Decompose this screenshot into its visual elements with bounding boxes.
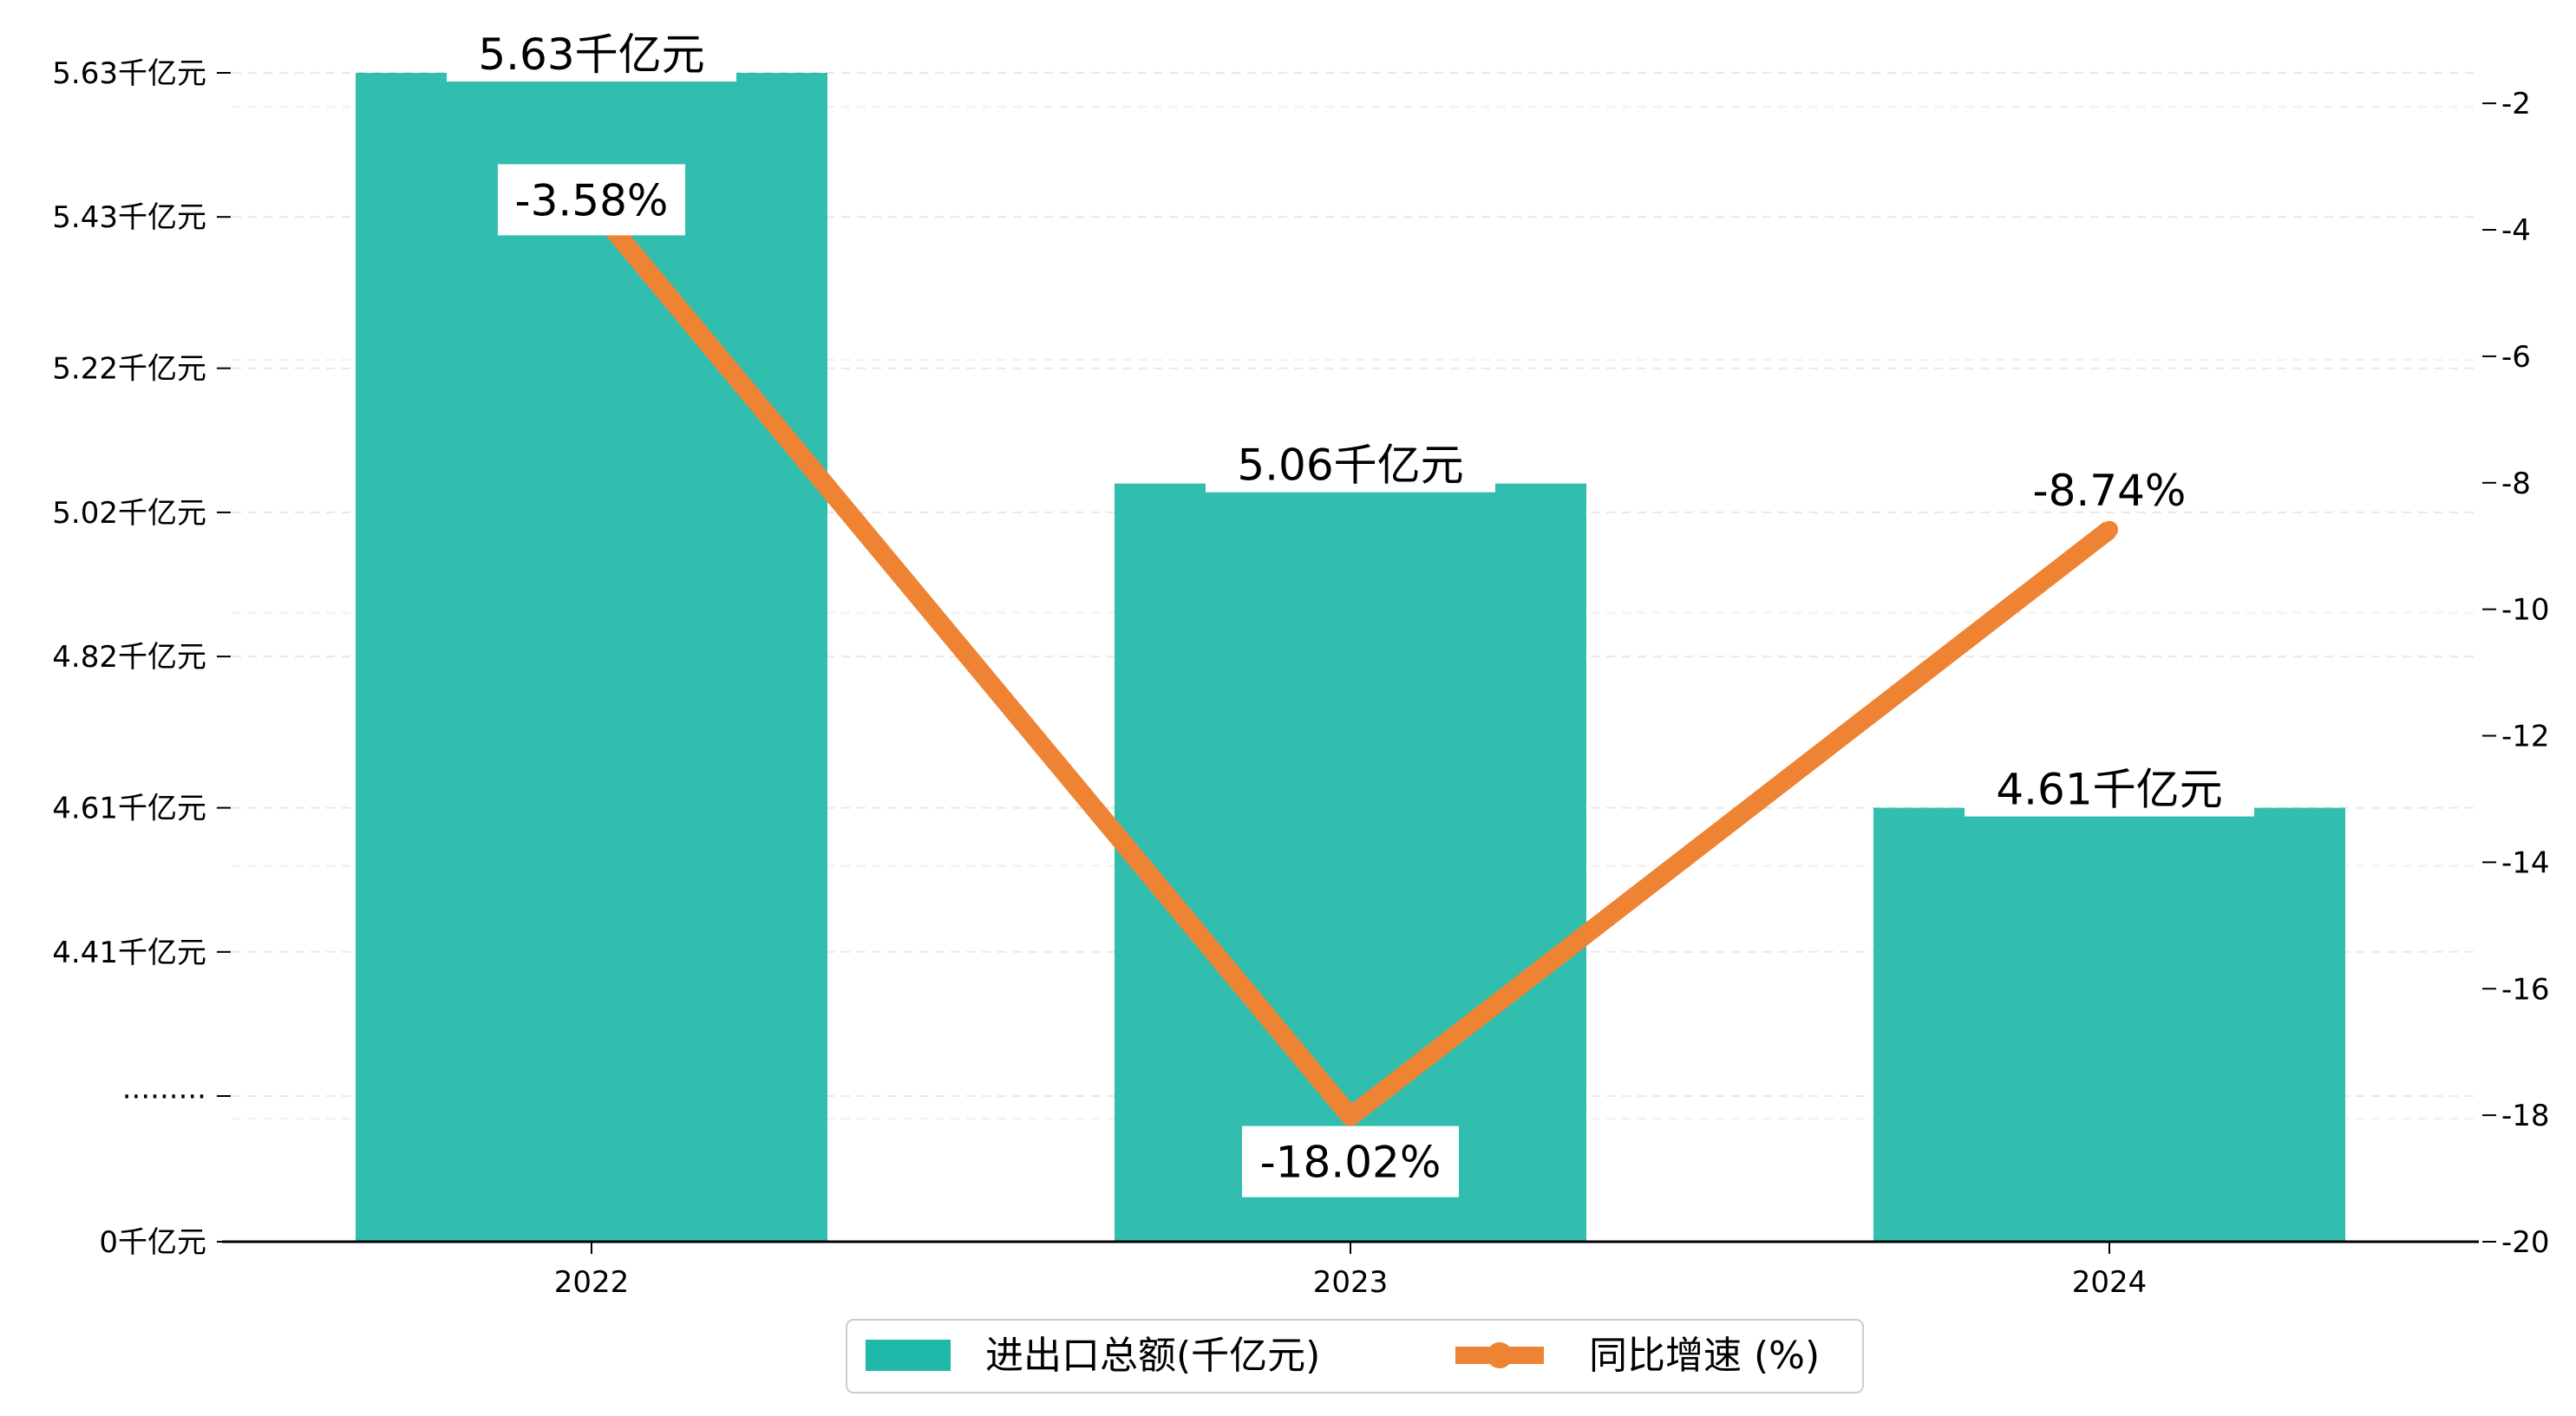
legend-line-label: 同比增速 (%) [1589, 1334, 1820, 1378]
pct-value-label: -18.02% [1260, 1138, 1442, 1188]
legend-line-marker [1487, 1342, 1513, 1368]
pct-label-box [498, 164, 685, 236]
bar-value-label: 5.06千亿元 [1237, 440, 1463, 491]
left-tick-label: 4.61千亿元 [52, 792, 206, 826]
axes: 0千亿元 ········· 4.41千亿元 4.61千亿元 4.82千亿元 5.02千亿… [52, 56, 2549, 1300]
right-tick-label: -20 [2501, 1225, 2550, 1260]
legend-bar-swatch [866, 1340, 951, 1371]
right-tick-label: -10 [2501, 593, 2550, 628]
left-tick-label: 5.22千亿元 [52, 352, 206, 387]
bar [1873, 807, 2345, 1242]
bar-value-label: 4.61千亿元 [1996, 765, 2222, 815]
right-tick-label: -6 [2501, 340, 2531, 375]
left-tick-label: 4.82千亿元 [52, 640, 206, 675]
pct-value-label: -8.74% [2033, 466, 2187, 516]
left-tick-label: 5.02千亿元 [52, 496, 206, 531]
right-tick-label: -14 [2501, 845, 2550, 880]
left-tick-label: ········· [122, 1080, 206, 1114]
legend-bar-label: 进出口总额(千亿元) [985, 1334, 1320, 1378]
right-tick-label: -16 [2501, 972, 2550, 1007]
growth-point [1342, 1107, 1359, 1126]
legend: 进出口总额(千亿元) 同比增速 (%) [846, 1319, 1864, 1393]
left-tick-label: 5.43千亿元 [52, 200, 206, 235]
x-tick-label: 2024 [2072, 1265, 2148, 1300]
left-tick-label: 4.41千亿元 [52, 936, 206, 970]
bar-label-box [1965, 762, 2254, 817]
left-tick-label: 5.63千亿元 [52, 56, 206, 91]
left-tick-label: 0千亿元 [99, 1225, 206, 1260]
x-tick-label: 2022 [554, 1265, 630, 1300]
data-labels: 5.63千亿元 5.06千亿元 4.61千亿元 -3.58% -18.02% -8.74% [447, 28, 2254, 1197]
bar-label-box [447, 28, 736, 82]
legend-box [846, 1319, 1864, 1393]
pct-value-label: -3.58% [515, 175, 669, 225]
right-tick-label: -18 [2501, 1099, 2550, 1133]
right-tick-label: -2 [2501, 87, 2531, 121]
bar-value-label: 5.63千亿元 [478, 29, 704, 80]
bar [356, 73, 827, 1242]
right-tick-label: -12 [2501, 720, 2550, 754]
x-tick-label: 2023 [1313, 1265, 1389, 1300]
bars [356, 73, 2345, 1242]
bar-label-box [1206, 438, 1495, 493]
right-tick-label: -8 [2501, 467, 2531, 501]
growth-point [2101, 520, 2118, 538]
pct-label-box [1242, 1126, 1459, 1197]
right-tick-label: -4 [2501, 213, 2531, 248]
